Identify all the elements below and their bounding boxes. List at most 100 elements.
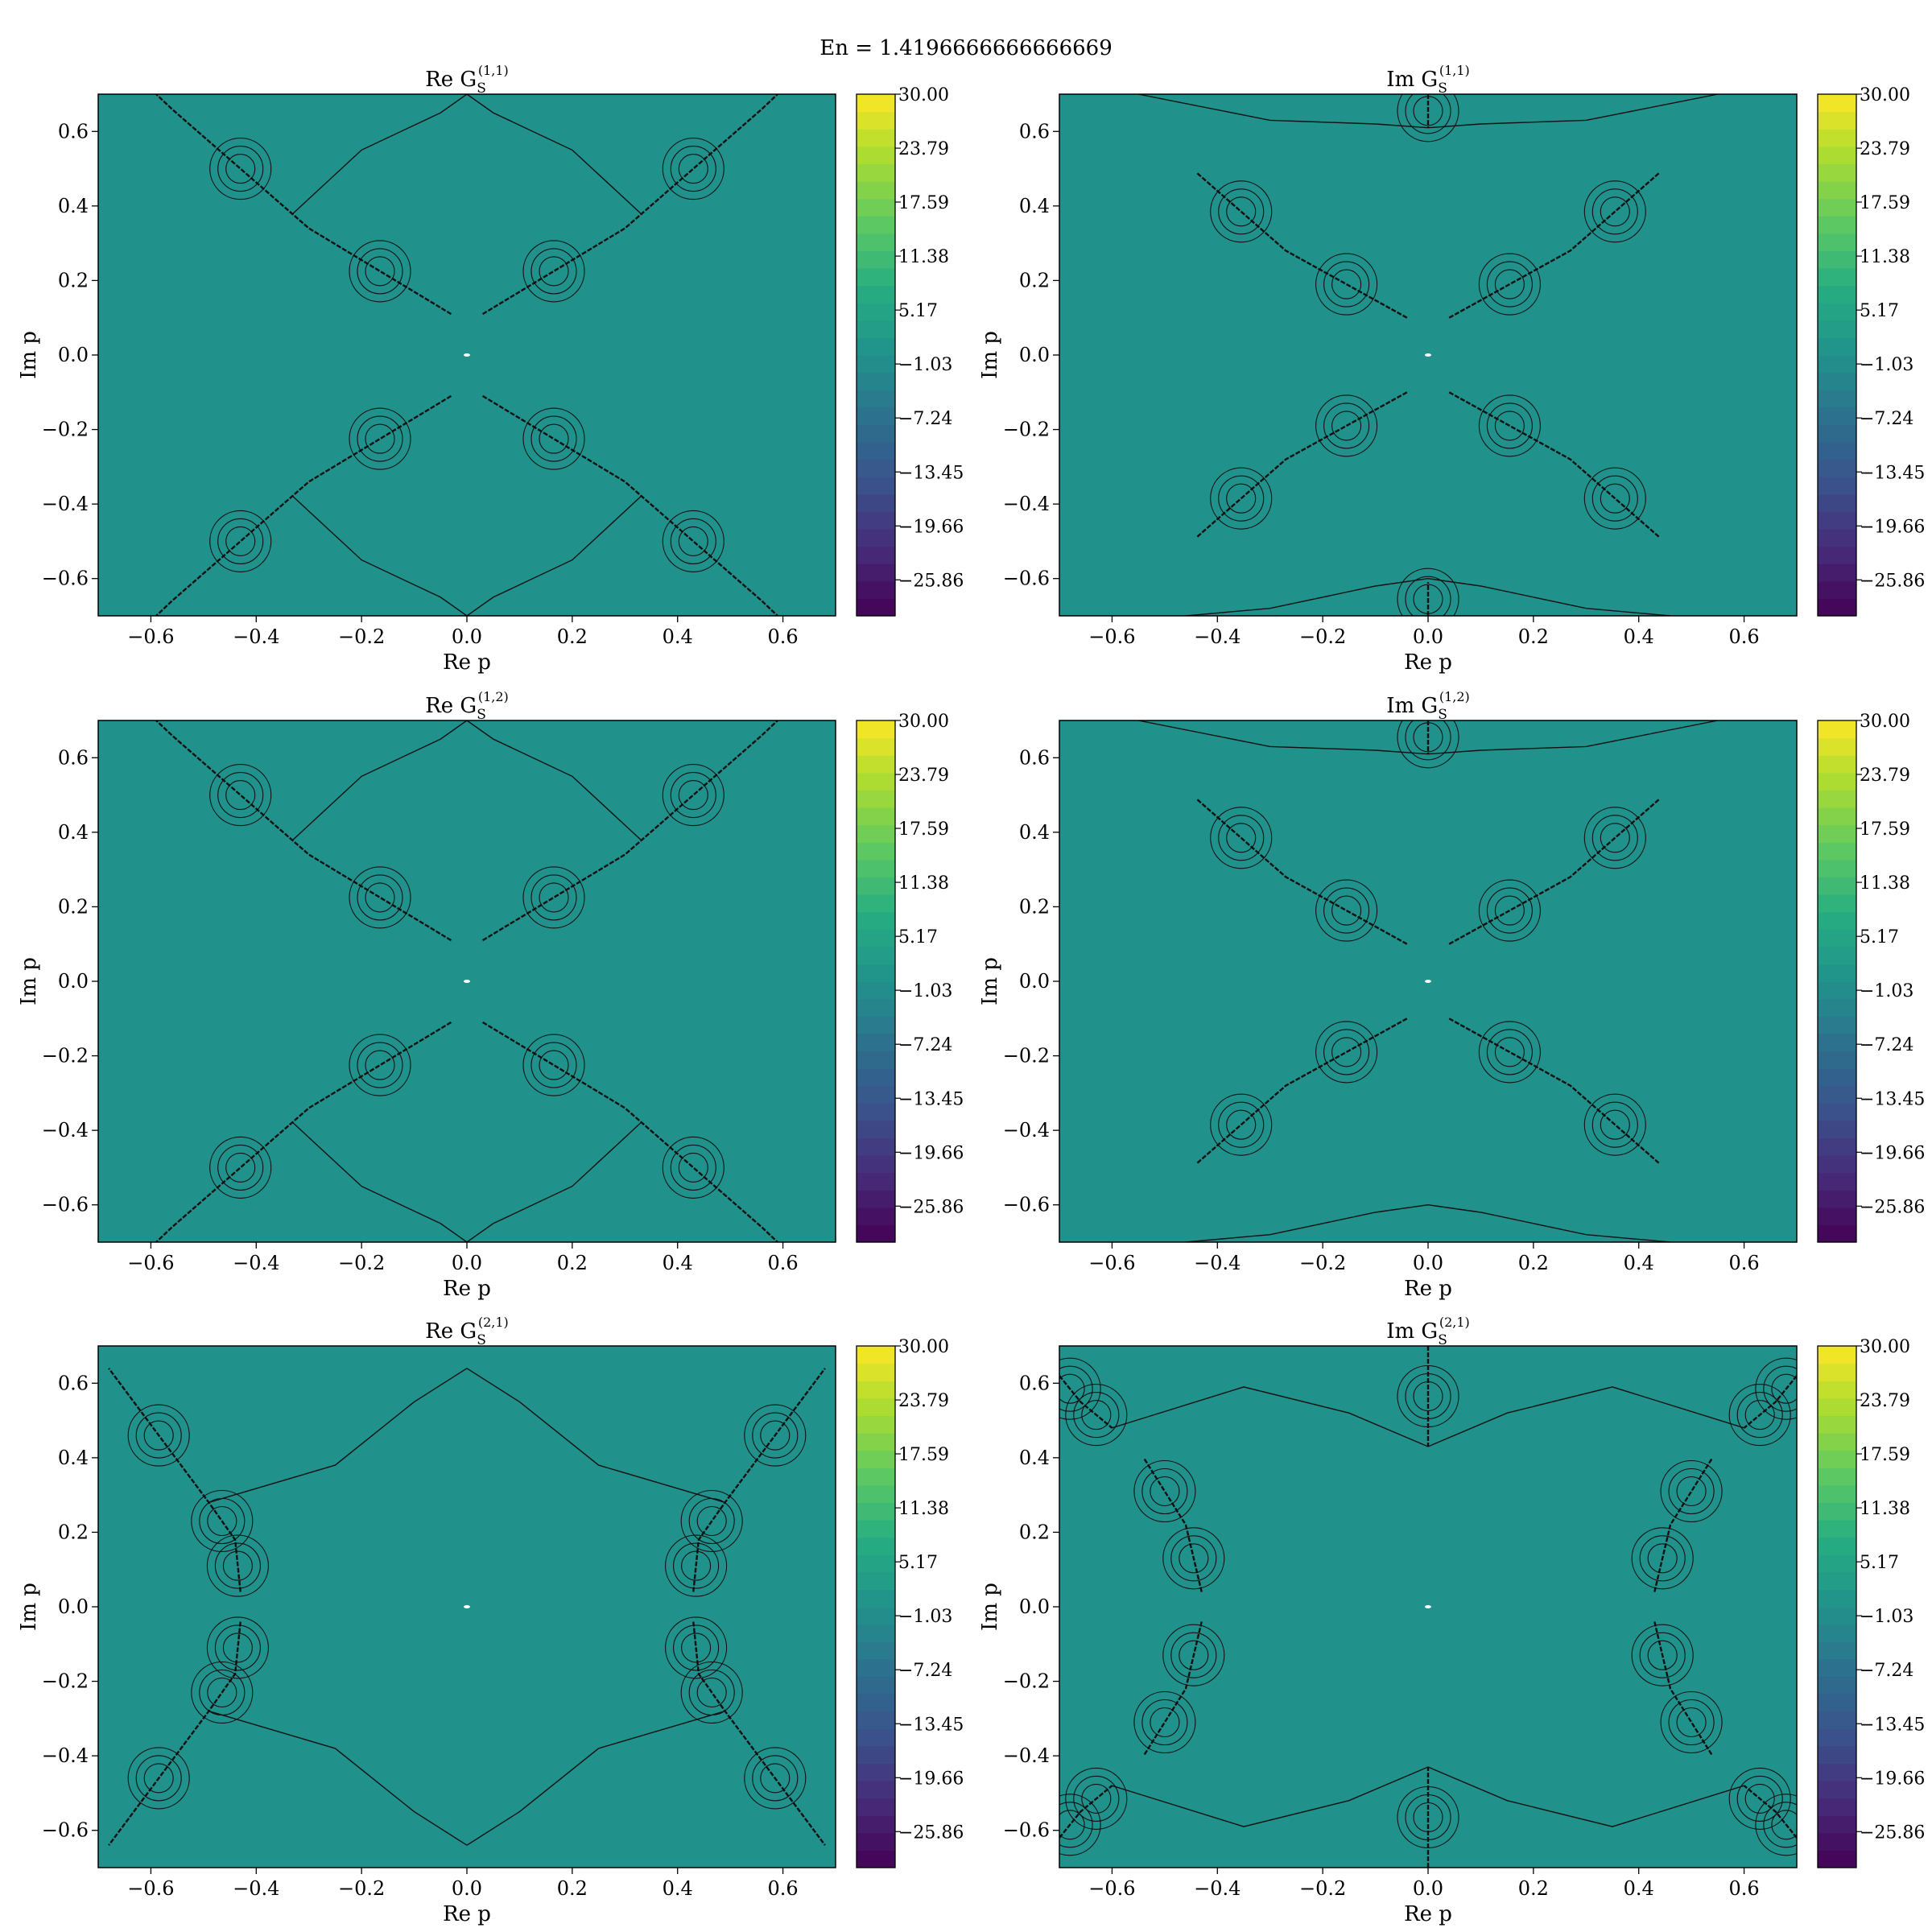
x-tick-label: 0.4: [663, 625, 693, 648]
colorbar-tick-label: 23.79: [1860, 766, 1910, 786]
contour-loop: [1478, 1021, 1541, 1084]
colorbar-band: [1818, 720, 1856, 739]
contour-loop: [530, 415, 577, 462]
colorbar-frame: [1817, 720, 1857, 1243]
contour-line: [466, 496, 642, 616]
colorbar-tick-label: 5.17: [898, 301, 938, 321]
colorbar-band: [857, 929, 895, 947]
y-tick-label: 0.4: [58, 195, 89, 217]
colorbar-band: [1818, 181, 1856, 200]
colorbar-band: [857, 1745, 895, 1764]
colorbar-tick-label: 17.59: [1860, 193, 1910, 213]
singular-line: [155, 1021, 452, 1242]
colorbar-band: [1818, 1763, 1856, 1781]
contour-loop: [206, 1534, 269, 1597]
y-tick-label: −0.6: [1003, 568, 1050, 590]
colorbar-band: [857, 163, 895, 182]
contour-loop: [214, 1624, 261, 1671]
contour-line: [466, 1710, 725, 1846]
x-tick-label: 0.0: [452, 625, 482, 648]
colorbar-band: [1818, 580, 1856, 599]
colorbar-band: [857, 390, 895, 408]
contour-loop: [191, 1489, 254, 1553]
colorbar-tick-label: 17.59: [1860, 1445, 1910, 1465]
colorbar-band: [857, 1397, 895, 1416]
colorbar-tick-label: 5.17: [898, 1553, 938, 1573]
colorbar-band: [1818, 859, 1856, 877]
contour-loop: [1744, 1400, 1775, 1430]
singular-line: [1653, 1621, 1714, 1757]
colorbar-band: [1818, 1484, 1856, 1503]
colorbar-band: [857, 1085, 895, 1104]
contour-loop: [1494, 411, 1525, 441]
colorbar-band: [1818, 390, 1856, 408]
colorbar-band: [1818, 998, 1856, 1017]
contour-loop: [1323, 261, 1370, 308]
contour-loop: [662, 138, 724, 200]
contour-loop: [1600, 196, 1630, 227]
contour-loop: [357, 1042, 403, 1088]
colorbar-band: [1818, 1468, 1856, 1486]
colorbar-tick-label: 30.00: [1860, 85, 1910, 105]
singular-line: [1743, 1785, 1797, 1839]
colorbar-band: [1818, 146, 1856, 164]
contour-loop: [1170, 1535, 1217, 1582]
colorbar-band: [857, 337, 895, 356]
colorbar-band: [857, 1363, 895, 1381]
x-tick-label: 0.2: [1518, 1877, 1549, 1900]
contour-loop: [349, 866, 411, 929]
contour-loop: [349, 240, 411, 303]
colorbar-band: [857, 755, 895, 774]
contour-group: [155, 94, 778, 616]
colorbar-band: [857, 1571, 895, 1590]
colorbar-band: [1818, 1450, 1856, 1468]
colorbar-band: [857, 181, 895, 200]
contour-loop: [1413, 584, 1443, 614]
contour-loop: [1668, 1468, 1715, 1515]
singular-line: [1743, 1375, 1797, 1429]
y-tick-label: −0.4: [1003, 1119, 1050, 1141]
contour-loop: [1413, 1381, 1443, 1412]
contour-loop: [752, 1755, 799, 1802]
contour-loop: [206, 1616, 269, 1679]
contour-loop: [217, 146, 264, 192]
y-tick-label: 0.6: [1019, 746, 1050, 769]
colorbar-tick-label: −19.66: [1860, 517, 1925, 537]
contour-loop: [1755, 1357, 1797, 1420]
colorbar-band: [1818, 598, 1856, 617]
colorbar-tick-label: −13.45: [1860, 1089, 1925, 1109]
colorbar-tick-label: 23.79: [1860, 1391, 1910, 1411]
panel-title: Im GS(1,2): [1386, 689, 1470, 723]
colorbar-band: [1818, 1120, 1856, 1138]
contour-loop: [365, 1050, 395, 1080]
colorbar-band: [1818, 1571, 1856, 1590]
x-tick-label: −0.2: [338, 1252, 385, 1274]
y-tick-label: 0.0: [1019, 970, 1050, 993]
colorbar-band: [857, 1484, 895, 1503]
contour-loop: [1397, 720, 1459, 769]
x-tick-label: −0.6: [1088, 625, 1135, 648]
contour-loop: [696, 1677, 727, 1708]
y-tick-label: −0.2: [1003, 1670, 1050, 1693]
contour-line: [1185, 578, 1429, 616]
colorbar-tick-label: −13.45: [898, 1089, 964, 1109]
colorbar-band: [1818, 355, 1856, 374]
y-tick-label: −0.6: [1003, 1194, 1050, 1216]
contour-line: [292, 496, 468, 616]
colorbar-band: [857, 1172, 895, 1191]
colorbar-band: [1818, 964, 1856, 982]
contour-loop: [209, 1136, 272, 1199]
contour-loop: [1486, 887, 1533, 934]
colorbar-band: [1818, 1745, 1856, 1764]
contour-loop: [214, 1542, 261, 1589]
contour-loop: [744, 1404, 807, 1467]
contour-loop: [1405, 1373, 1451, 1420]
y-tick-label: 0.0: [58, 344, 89, 366]
colorbar-band: [857, 772, 895, 791]
colorbar-tick-label: 17.59: [1860, 819, 1910, 840]
y-tick-label: −0.6: [42, 568, 89, 590]
colorbar-tick-label: −1.03: [1860, 981, 1913, 1001]
y-tick-label: 0.6: [1019, 120, 1050, 142]
contour-loop: [1210, 180, 1273, 243]
origin-marker: [1425, 1605, 1431, 1608]
